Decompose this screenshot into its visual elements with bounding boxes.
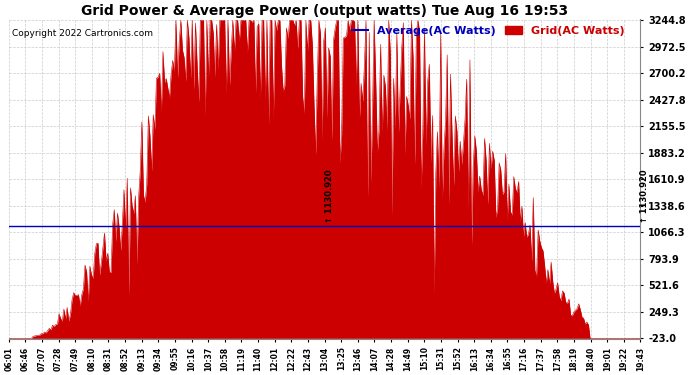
Title: Grid Power & Average Power (output watts) Tue Aug 16 19:53: Grid Power & Average Power (output watts… <box>81 4 568 18</box>
Legend: Average(AC Watts), Grid(AC Watts): Average(AC Watts), Grid(AC Watts) <box>347 22 629 40</box>
Text: ↑ 1130.920: ↑ 1130.920 <box>324 170 333 226</box>
Text: Copyright 2022 Cartronics.com: Copyright 2022 Cartronics.com <box>12 29 152 38</box>
Text: ↑ 1130.920: ↑ 1130.920 <box>640 170 649 226</box>
